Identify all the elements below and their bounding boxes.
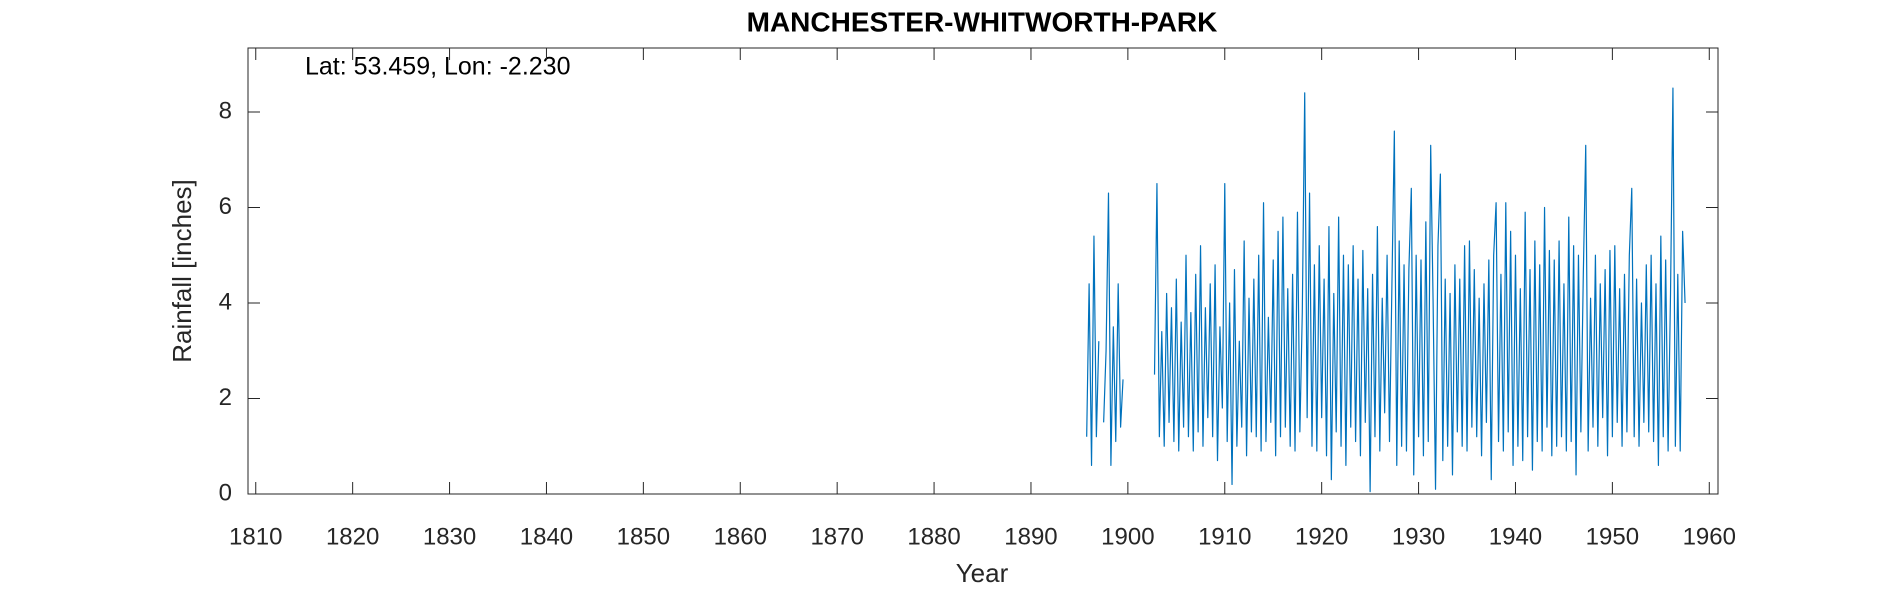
x-tick-label: 1860	[714, 523, 767, 550]
x-tick-label: 1880	[907, 523, 960, 550]
x-tick-label: 1920	[1295, 523, 1348, 550]
x-tick-label: 1840	[520, 523, 573, 550]
x-tick-label: 1900	[1101, 523, 1154, 550]
x-tick-label: 1820	[326, 523, 379, 550]
x-tick-label: 1930	[1392, 523, 1445, 550]
y-tick-label: 0	[219, 479, 232, 506]
x-tick-label: 1950	[1586, 523, 1639, 550]
chart-title: MANCHESTER-WHITWORTH-PARK	[747, 6, 1218, 37]
y-tick-label: 2	[219, 384, 232, 411]
x-tick-label: 1810	[229, 523, 282, 550]
annotation: Lat: 53.459, Lon: -2.230	[305, 53, 571, 81]
y-axis-label: Rainfall [inches]	[167, 179, 197, 363]
x-tick-label: 1890	[1004, 523, 1057, 550]
plot-frame	[247, 47, 1719, 495]
x-tick-label: 1870	[810, 523, 863, 550]
y-tick-label: 6	[219, 193, 232, 220]
x-axis-label: Year	[956, 558, 1009, 588]
rainfall-line	[1086, 87, 1686, 493]
x-tick-label: 1940	[1489, 523, 1542, 550]
x-tick-label: 1830	[423, 523, 476, 550]
y-tick-label: 8	[219, 97, 232, 124]
x-tick-label: 1960	[1683, 523, 1736, 550]
y-tick-label: 4	[219, 288, 232, 315]
x-tick-label: 1850	[617, 523, 670, 550]
x-tick-label: 1910	[1198, 523, 1251, 550]
